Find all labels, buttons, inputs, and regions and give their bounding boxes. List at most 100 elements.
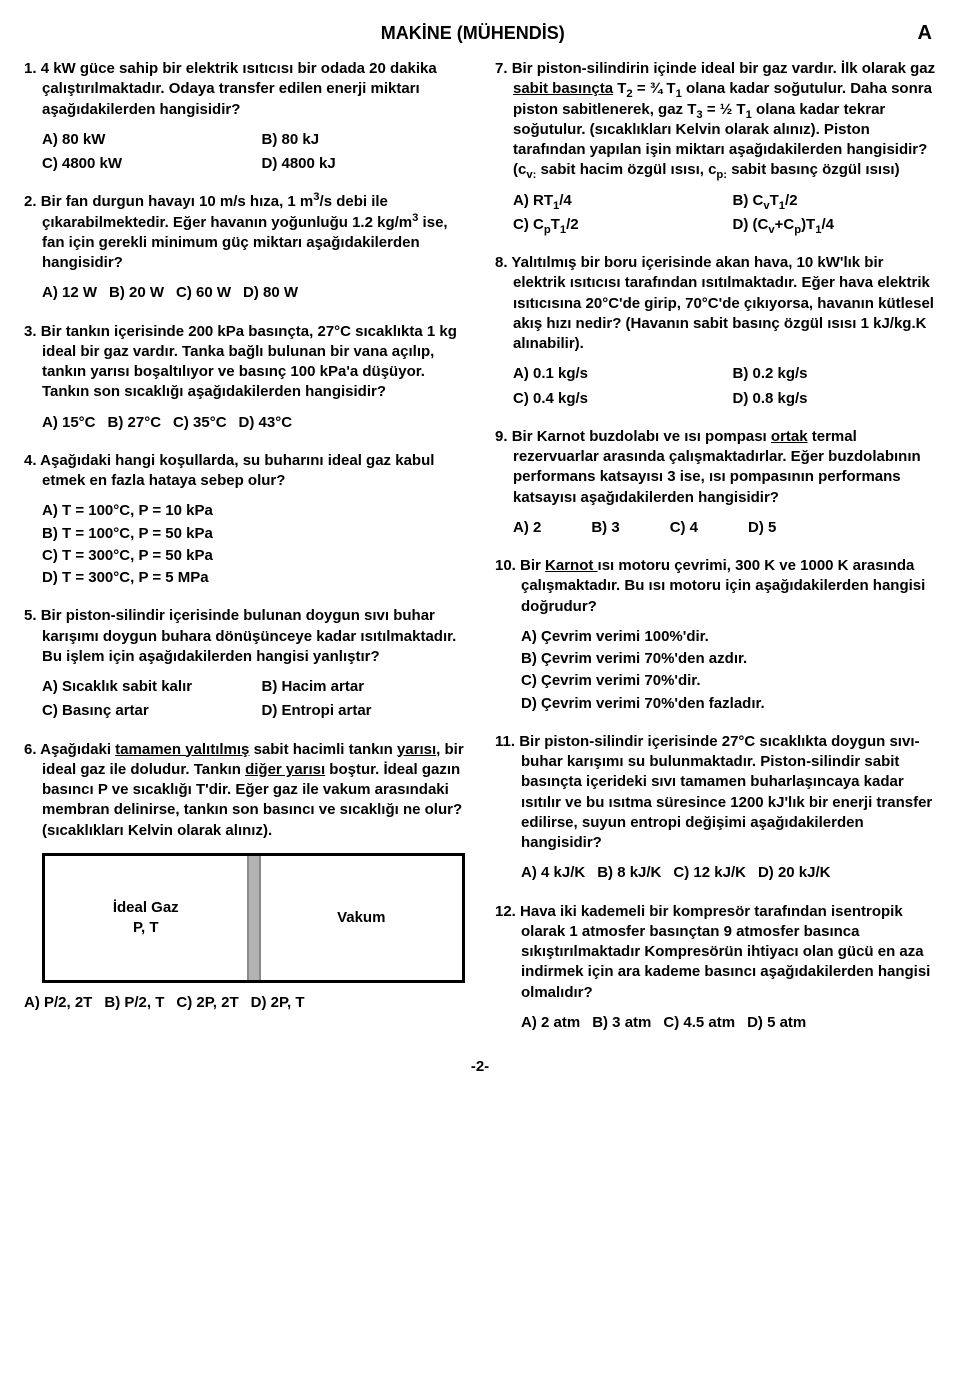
page-number: -2- (24, 1057, 936, 1077)
q6-opt-d: D) 2P, T (251, 993, 305, 1013)
page-header: MAKİNE (MÜHENDİS) A (24, 20, 936, 47)
booklet-letter: A (918, 20, 932, 47)
q2-opt-d: D) 80 W (243, 283, 298, 303)
q1-text: 4 kW güce sahip bir elektrik ısıtıcısı b… (41, 60, 437, 118)
q7-options: A) RT1/4 B) CvT1/2 C) CpT1/2 D) (Cv+Cp)T… (495, 191, 936, 236)
q12-opt-b: B) 3 atm (592, 1013, 651, 1033)
q10-opt-a: A) Çevrim verimi 100%'dir. (521, 627, 936, 647)
q2-opt-a: A) 12 W (42, 283, 97, 303)
q3-options: A) 15°C B) 27°C C) 35°C D) 43°C (24, 413, 465, 433)
q11-opt-a: A) 4 kJ/K (521, 863, 585, 883)
q6-diagram: İdeal Gaz P, T Vakum (24, 853, 465, 983)
q7-number: 7. (495, 60, 508, 77)
q3-opt-d: D) 43°C (239, 413, 293, 433)
question-1: 1. 4 kW güce sahip bir elektrik ısıtıcıs… (24, 59, 465, 174)
question-9: 9. Bir Karnot buzdolabı ve ısı pompası o… (495, 427, 936, 538)
q2-opt-c: C) 60 W (176, 283, 231, 303)
tank-right-label: Vakum (337, 908, 385, 928)
content-columns: 1. 4 kW güce sahip bir elektrik ısıtıcıs… (24, 59, 936, 1051)
q8-opt-c: C) 0.4 kg/s (513, 389, 717, 409)
q12-opt-d: D) 5 atm (747, 1013, 806, 1033)
q6-opt-a: A) P/2, 2T (24, 993, 92, 1013)
q1-opt-b: B) 80 kJ (262, 130, 466, 150)
q4-opt-b: B) T = 100°C, P = 50 kPa (42, 524, 465, 544)
tank-diagram: İdeal Gaz P, T Vakum (42, 853, 465, 983)
q1-options: A) 80 kW B) 80 kJ C) 4800 kW D) 4800 kJ (24, 130, 465, 175)
question-2: 2. Bir fan durgun havayı 10 m/s hıza, 1 … (24, 192, 465, 303)
q11-text: Bir piston-silindir içerisinde 27°C sıca… (519, 733, 932, 851)
q1-opt-c: C) 4800 kW (42, 154, 246, 174)
q3-number: 3. (24, 323, 37, 340)
right-column: 7. Bir piston-silindirin içinde ideal bi… (495, 59, 936, 1051)
q2-options: A) 12 W B) 20 W C) 60 W D) 80 W (24, 283, 465, 303)
q10-text: Bir Karnot ısı motoru çevrimi, 300 K ve … (520, 557, 925, 615)
q2-number: 2. (24, 193, 37, 210)
q7-opt-a: A) RT1/4 (513, 191, 717, 211)
q12-opt-a: A) 2 atm (521, 1013, 580, 1033)
q9-options: A) 2 B) 3 C) 4 D) 5 (495, 518, 936, 538)
q5-text: Bir piston-silindir içerisinde bulunan d… (41, 607, 457, 665)
tank-left-chamber: İdeal Gaz P, T (45, 856, 247, 980)
q10-opt-b: B) Çevrim verimi 70%'den azdır. (521, 649, 936, 669)
q9-opt-d: D) 5 (748, 518, 776, 538)
q8-text: Yalıtılmış bir boru içerisinde akan hava… (511, 254, 934, 352)
q2-text: Bir fan durgun havayı 10 m/s hıza, 1 m3/… (41, 193, 448, 271)
q7-opt-d: D) (Cv+Cp)T1/4 (733, 215, 937, 235)
q8-opt-a: A) 0.1 kg/s (513, 364, 717, 384)
question-12: 12. Hava iki kademeli bir kompresör tara… (495, 902, 936, 1034)
question-3: 3. Bir tankın içerisinde 200 kPa basınçt… (24, 322, 465, 433)
q3-opt-c: C) 35°C (173, 413, 227, 433)
left-column: 1. 4 kW güce sahip bir elektrik ısıtıcıs… (24, 59, 465, 1051)
q9-text: Bir Karnot buzdolabı ve ısı pompası orta… (512, 428, 921, 506)
tank-left-label-1: İdeal Gaz (113, 898, 179, 918)
q7-opt-b: B) CvT1/2 (733, 191, 937, 211)
q4-opt-a: A) T = 100°C, P = 10 kPa (42, 501, 465, 521)
q10-opt-d: D) Çevrim verimi 70%'den fazladır. (521, 694, 936, 714)
q5-options: A) Sıcaklık sabit kalır B) Hacim artar C… (24, 677, 465, 722)
q11-opt-d: D) 20 kJ/K (758, 863, 831, 883)
q1-number: 1. (24, 60, 37, 77)
question-4: 4. Aşağıdaki hangi koşullarda, su buharı… (24, 451, 465, 589)
q6-opt-b: B) P/2, T (104, 993, 164, 1013)
q5-opt-a: A) Sıcaklık sabit kalır (42, 677, 246, 697)
question-10: 10. Bir Karnot ısı motoru çevrimi, 300 K… (495, 556, 936, 714)
q8-opt-d: D) 0.8 kg/s (733, 389, 937, 409)
q5-opt-d: D) Entropi artar (262, 701, 466, 721)
q11-opt-c: C) 12 kJ/K (673, 863, 746, 883)
q11-number: 11. (495, 733, 515, 750)
q10-number: 10. (495, 557, 516, 574)
tank-left-label-2: P, T (133, 918, 159, 938)
q12-options: A) 2 atm B) 3 atm C) 4.5 atm D) 5 atm (495, 1013, 936, 1033)
question-8: 8. Yalıtılmış bir boru içerisinde akan h… (495, 253, 936, 409)
q7-text: Bir piston-silindirin içinde ideal bir g… (512, 60, 935, 178)
q8-opt-b: B) 0.2 kg/s (733, 364, 937, 384)
question-11: 11. Bir piston-silindir içerisinde 27°C … (495, 732, 936, 884)
q4-text: Aşağıdaki hangi koşullarda, su buharını … (40, 452, 434, 489)
q6-opt-c: C) 2P, 2T (176, 993, 238, 1013)
q9-opt-b: B) 3 (591, 518, 619, 538)
q1-opt-d: D) 4800 kJ (262, 154, 466, 174)
q7-opt-c: C) CpT1/2 (513, 215, 717, 235)
q4-opt-d: D) T = 300°C, P = 5 MPa (42, 568, 465, 588)
q11-options: A) 4 kJ/K B) 8 kJ/K C) 12 kJ/K D) 20 kJ/… (495, 863, 936, 883)
q2-opt-b: B) 20 W (109, 283, 164, 303)
tank-membrane (247, 856, 261, 980)
q3-opt-a: A) 15°C (42, 413, 96, 433)
question-6: 6. Aşağıdaki tamamen yalıtılmış sabit ha… (24, 740, 465, 1014)
question-5: 5. Bir piston-silindir içerisinde buluna… (24, 606, 465, 721)
question-7: 7. Bir piston-silindirin içinde ideal bi… (495, 59, 936, 235)
q5-opt-b: B) Hacim artar (262, 677, 466, 697)
q12-opt-c: C) 4.5 atm (663, 1013, 735, 1033)
q6-text: Aşağıdaki tamamen yalıtılmış sabit hacim… (40, 741, 464, 839)
q6-number: 6. (24, 741, 37, 758)
q6-options: A) P/2, 2T B) P/2, T C) 2P, 2T D) 2P, T (24, 993, 465, 1013)
q5-number: 5. (24, 607, 37, 624)
q4-opt-c: C) T = 300°C, P = 50 kPa (42, 546, 465, 566)
q11-opt-b: B) 8 kJ/K (597, 863, 661, 883)
tank-right-chamber: Vakum (261, 856, 463, 980)
q9-opt-a: A) 2 (513, 518, 541, 538)
q12-text: Hava iki kademeli bir kompresör tarafınd… (520, 903, 930, 1001)
q1-opt-a: A) 80 kW (42, 130, 246, 150)
q4-options: A) T = 100°C, P = 10 kPa B) T = 100°C, P… (24, 501, 465, 588)
q10-options: A) Çevrim verimi 100%'dir. B) Çevrim ver… (495, 627, 936, 714)
